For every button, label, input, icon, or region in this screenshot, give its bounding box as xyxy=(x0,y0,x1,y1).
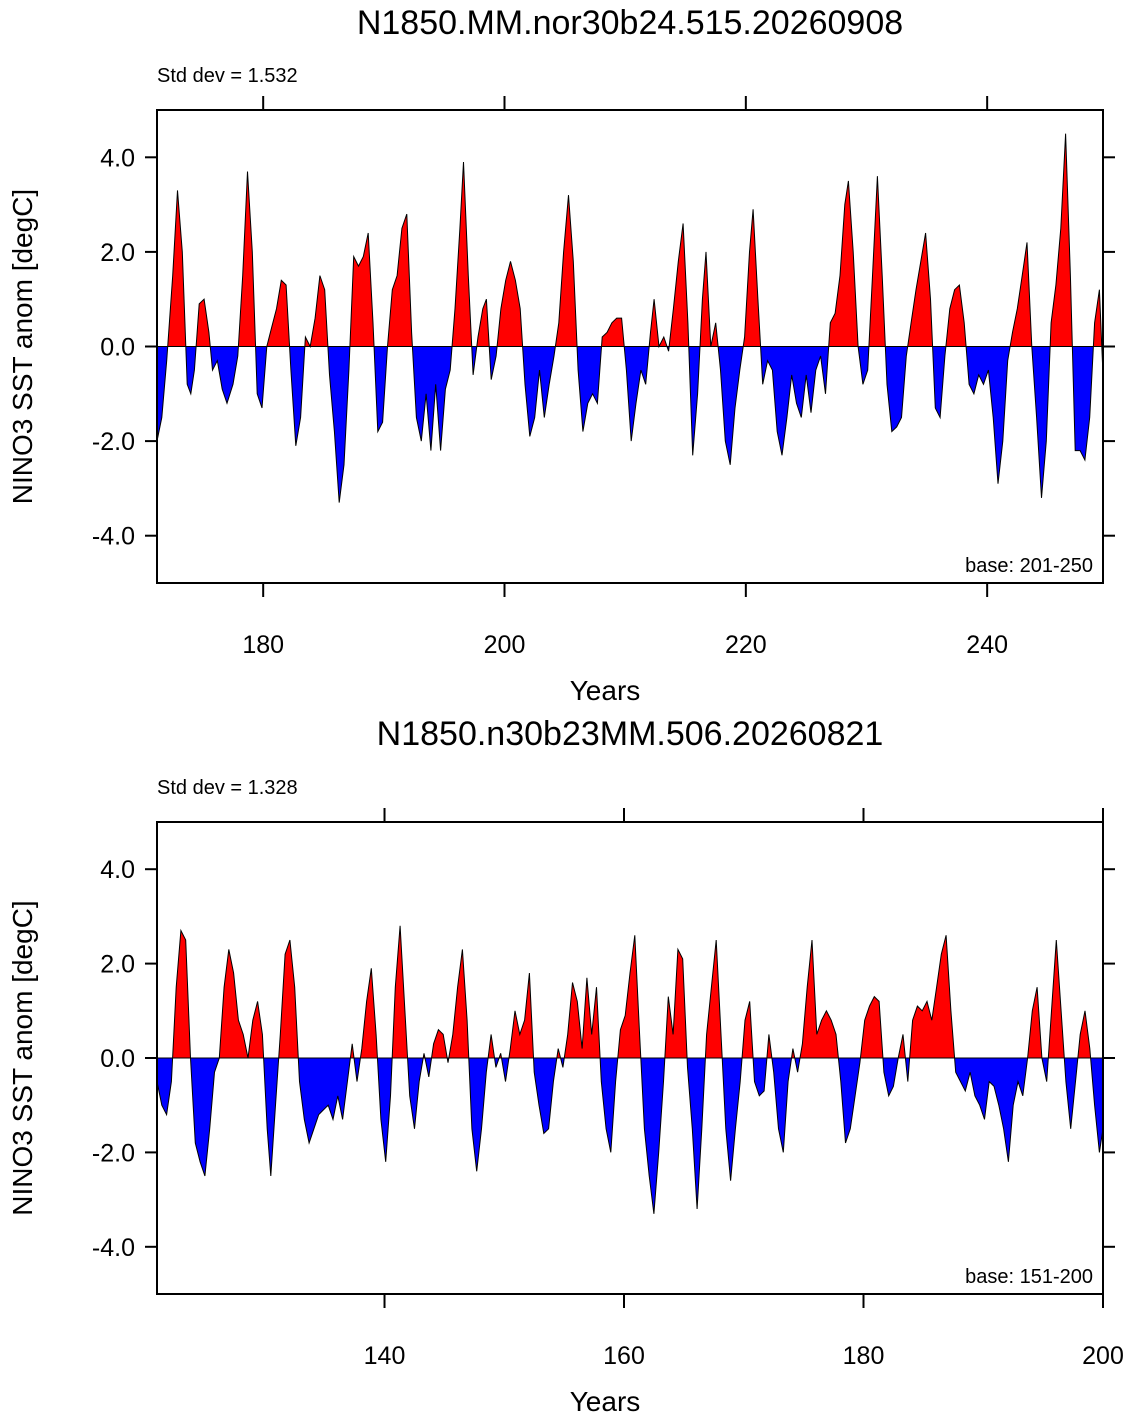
y-tick-label: 0.0 xyxy=(100,1045,135,1073)
y-tick-label: -2.0 xyxy=(92,1139,135,1167)
x-tick-label: 160 xyxy=(603,1342,645,1370)
negative-area xyxy=(157,1058,1103,1214)
chart-title: N1850.n30b23MM.506.20260821 xyxy=(377,715,884,753)
y-axis-label: NINO3 SST anom [degC] xyxy=(7,900,38,1215)
y-tick-label: -4.0 xyxy=(92,1234,135,1262)
x-tick-label: 180 xyxy=(843,1342,885,1370)
series-line xyxy=(156,133,1104,503)
std-annotation: Std dev = 1.328 xyxy=(157,777,298,799)
x-tick-label: 220 xyxy=(725,631,767,659)
base-annotation: base: 201-250 xyxy=(965,555,1093,577)
x-axis-label: Years xyxy=(570,1386,641,1417)
positive-area xyxy=(157,133,1103,347)
y-tick-label: 4.0 xyxy=(100,856,135,884)
y-tick-label: 0.0 xyxy=(100,334,135,362)
series-line xyxy=(156,925,1104,1214)
chart-title: N1850.MM.nor30b24.515.20260908 xyxy=(357,4,903,42)
x-axis-label: Years xyxy=(570,675,641,706)
x-tick-label: 180 xyxy=(242,631,284,659)
base-annotation: base: 151-200 xyxy=(965,1266,1093,1288)
x-tick-label: 240 xyxy=(966,631,1008,659)
x-tick-label: 140 xyxy=(364,1342,406,1370)
x-tick-label: 200 xyxy=(1082,1342,1124,1370)
y-axis-label: NINO3 SST anom [degC] xyxy=(7,189,38,504)
positive-area xyxy=(157,925,1103,1058)
y-tick-label: 2.0 xyxy=(100,951,135,979)
y-tick-label: -2.0 xyxy=(92,428,135,456)
std-annotation: Std dev = 1.532 xyxy=(157,65,298,87)
y-tick-label: 2.0 xyxy=(100,239,135,267)
y-tick-label: 4.0 xyxy=(100,144,135,172)
negative-area xyxy=(157,346,1103,503)
x-tick-label: 200 xyxy=(484,631,526,659)
y-tick-label: -4.0 xyxy=(92,523,135,551)
